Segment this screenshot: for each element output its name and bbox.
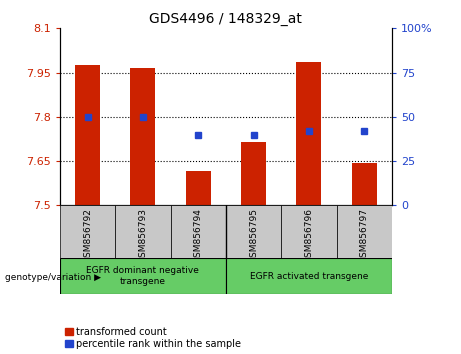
Bar: [241, 142, 266, 205]
Bar: [352, 162, 377, 205]
Bar: [115, 205, 171, 258]
Text: GSM856795: GSM856795: [249, 208, 258, 263]
Title: GDS4496 / 148329_at: GDS4496 / 148329_at: [149, 12, 302, 26]
Bar: [337, 205, 392, 258]
Text: EGFR dominant negative
transgene: EGFR dominant negative transgene: [87, 267, 199, 286]
Bar: [226, 205, 281, 258]
Text: GSM856793: GSM856793: [138, 208, 148, 263]
Bar: [226, 258, 392, 294]
Bar: [186, 171, 211, 205]
Text: GSM856797: GSM856797: [360, 208, 369, 263]
Text: GSM856792: GSM856792: [83, 208, 92, 263]
Bar: [171, 205, 226, 258]
Legend: transformed count, percentile rank within the sample: transformed count, percentile rank withi…: [65, 327, 242, 349]
Text: EGFR activated transgene: EGFR activated transgene: [250, 272, 368, 281]
Text: GSM856796: GSM856796: [304, 208, 313, 263]
Bar: [75, 65, 100, 205]
Text: genotype/variation ▶: genotype/variation ▶: [5, 273, 100, 282]
Bar: [130, 68, 155, 205]
Bar: [281, 205, 337, 258]
Bar: [60, 205, 115, 258]
Text: GSM856794: GSM856794: [194, 208, 203, 263]
Bar: [296, 62, 321, 205]
Bar: [60, 258, 226, 294]
